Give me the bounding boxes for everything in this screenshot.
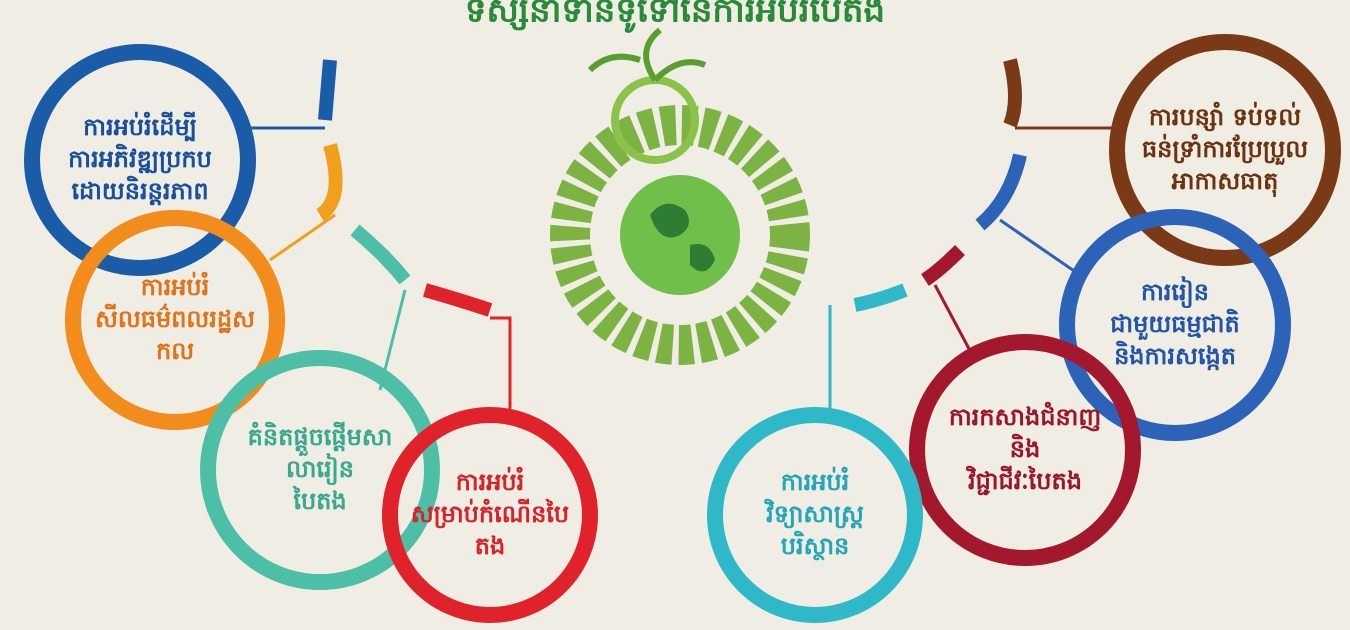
- node-label: សម្រាប់កំណើនបៃ: [411, 498, 569, 529]
- node-label: ការអភិវឌ្ឍប្រកប: [68, 143, 212, 174]
- node-label: អាកាសធាតុ: [1172, 167, 1279, 198]
- node-label: ជាមួយធម្មជាតិ: [1110, 308, 1240, 341]
- node-label: ការអប់រំ: [456, 466, 525, 496]
- node-label: លារៀន: [286, 453, 354, 486]
- node-label: តង: [475, 532, 505, 560]
- node-label: បៃតង: [292, 485, 346, 515]
- node-label: គំនិតផ្តួចផ្តើមសា: [248, 421, 393, 456]
- node-label: ធន់ទ្រាំការប្រែប្រួល: [1142, 133, 1308, 166]
- node-label: ការបន្សាំ ទប់ទល់: [1149, 101, 1301, 132]
- node-label: វិជ្ជាជីវៈបៃតង: [966, 465, 1082, 496]
- node-label: ការអប់រំ: [781, 466, 850, 496]
- node-label: បរិស្ថាន: [781, 530, 850, 561]
- node-label: កល: [156, 337, 194, 365]
- node-label: ការអប់រំ: [141, 271, 210, 301]
- title: ទស្សនាទានទូទៅនៃការអប់រំបៃតង: [465, 0, 885, 34]
- node-label: និង: [1010, 433, 1040, 463]
- node-label: ការរៀន: [1141, 276, 1209, 309]
- node-label: ការកសាងជំនាញ: [949, 401, 1101, 432]
- node-label: ដោយនិរន្តរភាព: [71, 175, 208, 206]
- node-label: សីលធម៌ពលរដ្ឋស: [95, 303, 255, 334]
- node-label: ការអប់រំដើម្បី: [83, 111, 197, 142]
- node-label: វិទ្យាសាស្ត្រ: [764, 498, 864, 529]
- node-label: និងការសង្កេត: [1114, 340, 1236, 371]
- infographic: ទស្សនាទានទូទៅនៃការអប់រំបៃតង ការអប់រំដើម្…: [0, 0, 1350, 630]
